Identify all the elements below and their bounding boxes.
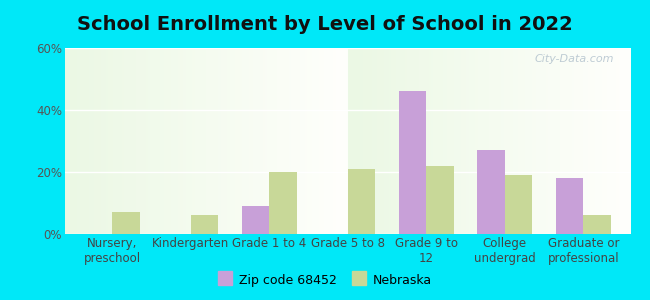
Bar (505, 175, 532, 234)
Bar (348, 169, 375, 234)
Bar (399, 92, 426, 234)
Bar (269, 172, 296, 234)
Text: City-Data.com: City-Data.com (534, 54, 614, 64)
Legend: Zip code 68452, Nebraska: Zip code 68452, Nebraska (214, 270, 436, 291)
Bar (477, 150, 505, 234)
Bar (112, 212, 140, 234)
Bar (556, 178, 584, 234)
Bar (242, 206, 269, 234)
Text: School Enrollment by Level of School in 2022: School Enrollment by Level of School in … (77, 15, 573, 34)
Bar (190, 215, 218, 234)
Bar (584, 215, 611, 234)
Bar (426, 166, 454, 234)
